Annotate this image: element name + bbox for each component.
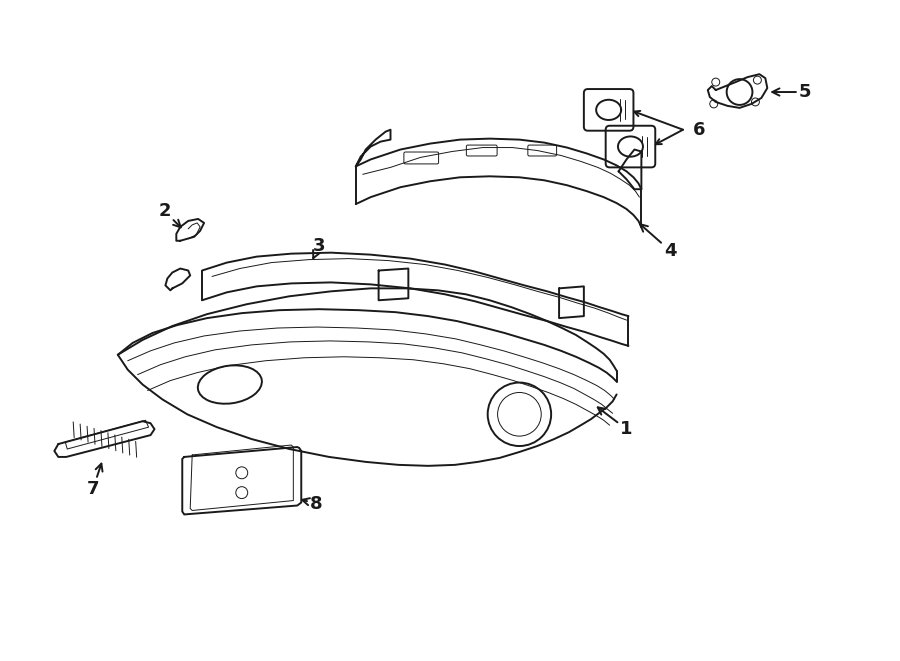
Text: 4: 4 xyxy=(640,224,677,260)
Text: 5: 5 xyxy=(772,83,811,101)
Text: 8: 8 xyxy=(302,494,322,512)
Text: 7: 7 xyxy=(86,463,103,498)
Text: 6: 6 xyxy=(693,121,706,139)
Text: 1: 1 xyxy=(598,407,633,438)
Text: 2: 2 xyxy=(158,202,181,227)
Text: 3: 3 xyxy=(313,237,326,258)
